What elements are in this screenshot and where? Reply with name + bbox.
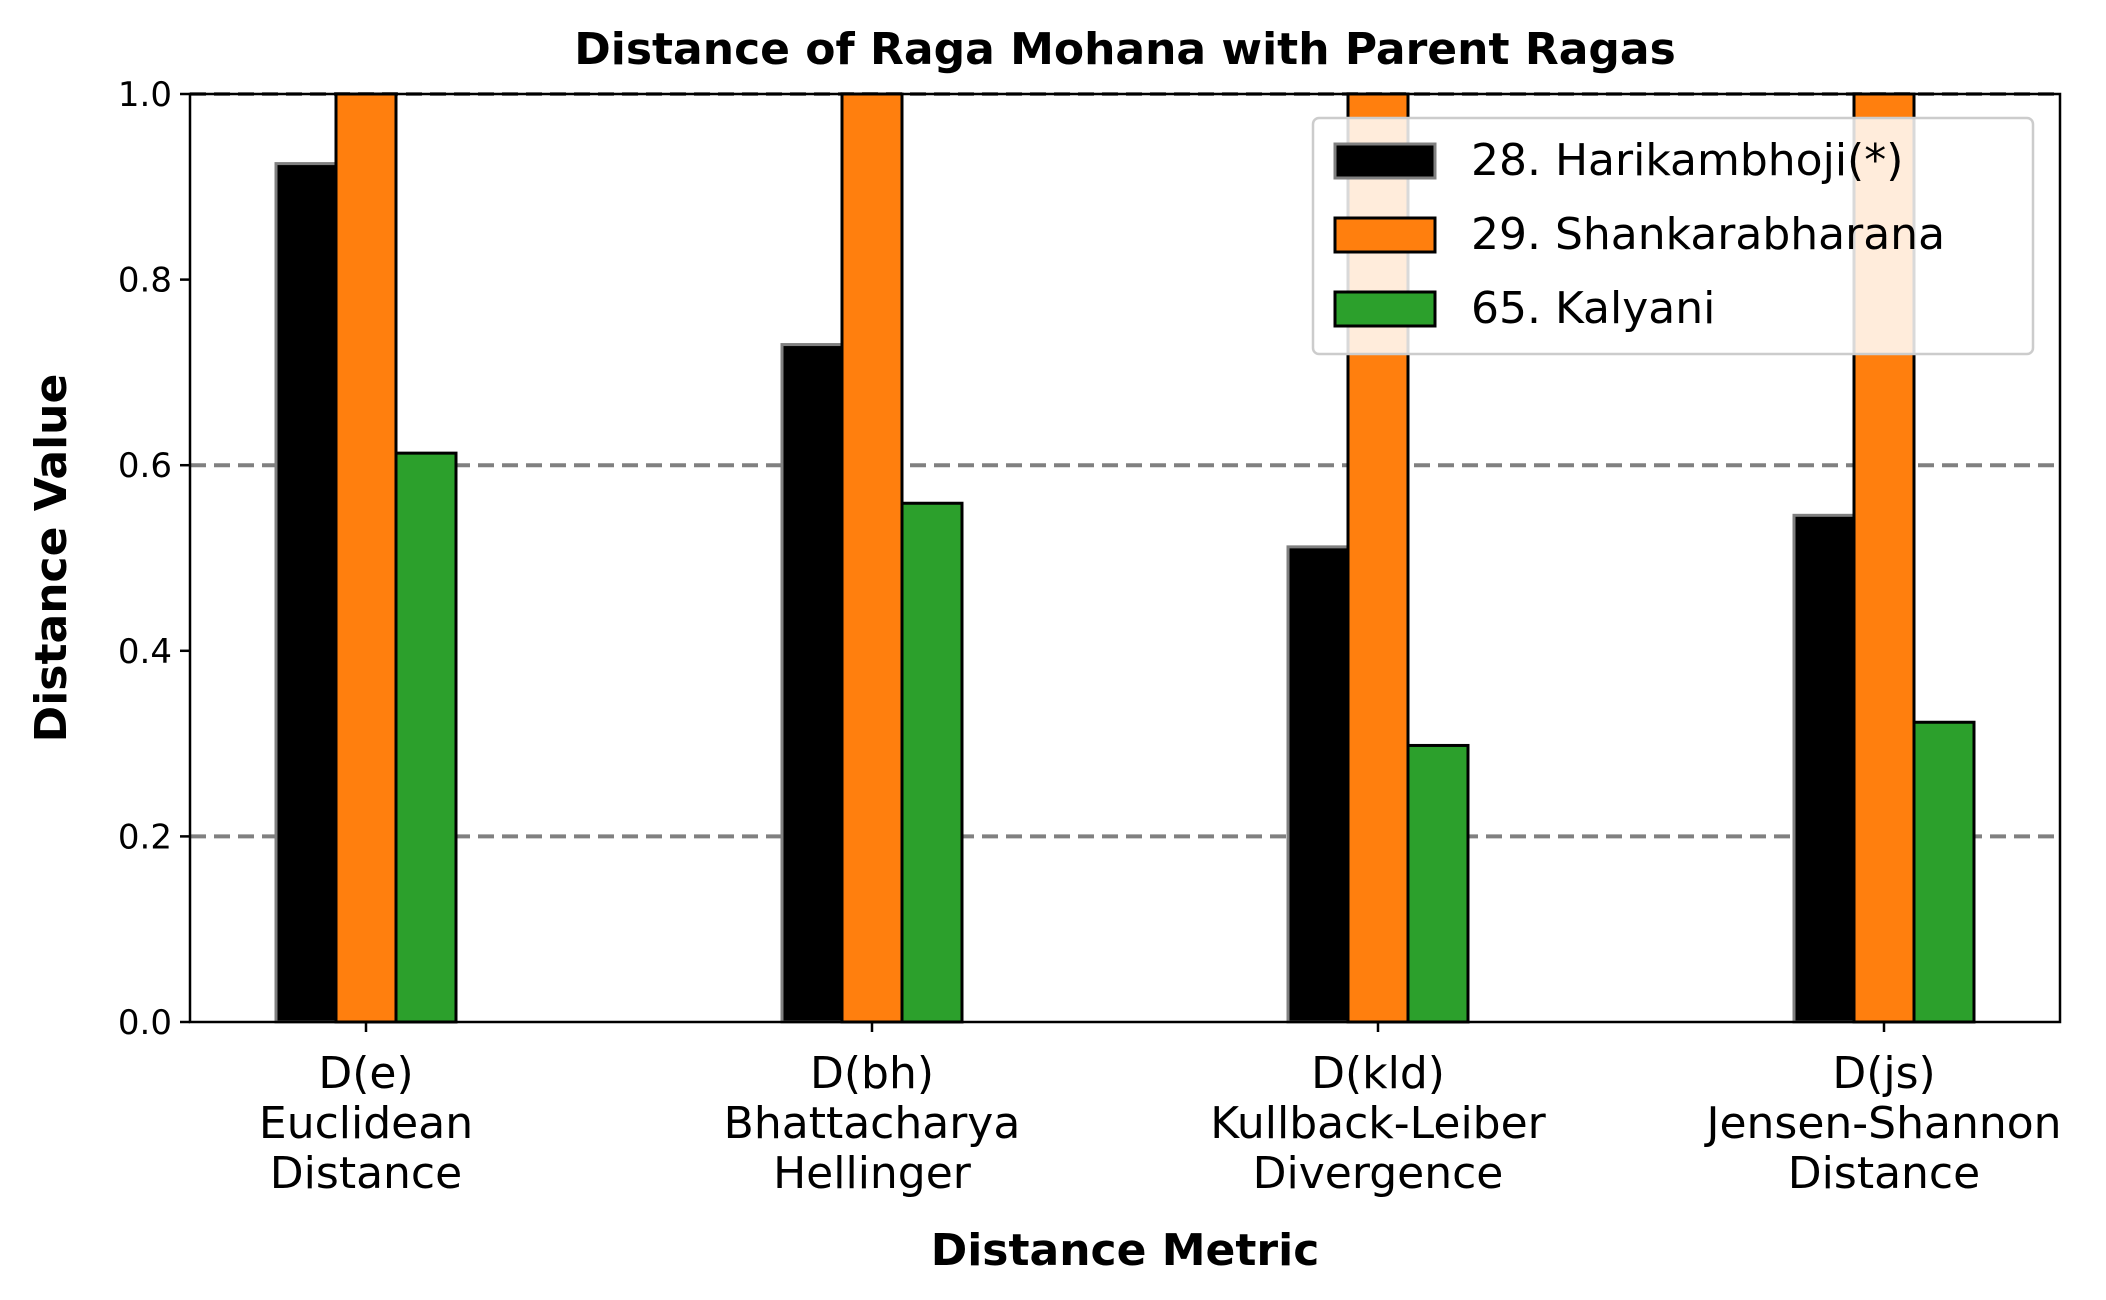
x-tick-label-1: D(e) Euclidean Distance [259, 1048, 473, 1199]
legend-label-2: 29. Shankarabharana [1471, 209, 1945, 260]
bar-series-3-category-3 [1406, 743, 1470, 1024]
plot-frame [188, 92, 2062, 1024]
x-tick-label-4: D(js) Jensen-Shannon Distance [1703, 1048, 2061, 1199]
legend-swatch-1 [1333, 142, 1437, 180]
legend-label-3: 65. Kalyani [1471, 283, 1715, 334]
legend: 28. Harikambhoji(*) 29. Shankarabharana 65… [1311, 116, 2035, 356]
y-tick-label: 0.2 [118, 817, 172, 857]
y-axis-title: Distance Value [26, 374, 77, 743]
bar-series-3-category-2 [900, 501, 964, 1024]
bar-series-3-category-4 [1912, 720, 1976, 1024]
bar-series-1-category-3 [1286, 545, 1350, 1024]
legend-swatch-2 [1333, 216, 1437, 254]
y-tick-label: 0.0 [118, 1003, 172, 1043]
legend-box [1311, 116, 2035, 356]
x-tick-label-3: D(kld) Kullback-Leiber Divergence [1210, 1048, 1546, 1199]
y-tick-label: 1.0 [118, 75, 172, 115]
x-tick-label-2: D(bh) Bhattacharya Hellinger [724, 1048, 1021, 1199]
bar-series-3-category-1 [394, 451, 458, 1024]
x-axis-title: Distance Metric [931, 1225, 1320, 1276]
bar-series-1-category-1 [274, 162, 338, 1024]
bar-series-2-category-2 [840, 92, 904, 1024]
y-tick-label: 0.4 [118, 632, 172, 672]
chart-title: Distance of Raga Mohana with Parent Raga… [574, 24, 1676, 75]
legend-swatch-3 [1333, 290, 1437, 328]
y-tick-label: 0.8 [118, 261, 172, 301]
bar-series-2-category-1 [334, 92, 398, 1024]
x-axis: D(e) Euclidean Distance D(bh) Bhattacharya He… [259, 1022, 2062, 1199]
bar-series-1-category-4 [1792, 513, 1856, 1024]
bar-series-1-category-2 [780, 343, 844, 1024]
y-axis: 0.0 0.2 0.4 0.6 0.8 1.0 [118, 75, 190, 1043]
legend-label-1: 28. Harikambhoji(*) [1471, 135, 1903, 186]
y-tick-label: 0.6 [118, 446, 172, 486]
